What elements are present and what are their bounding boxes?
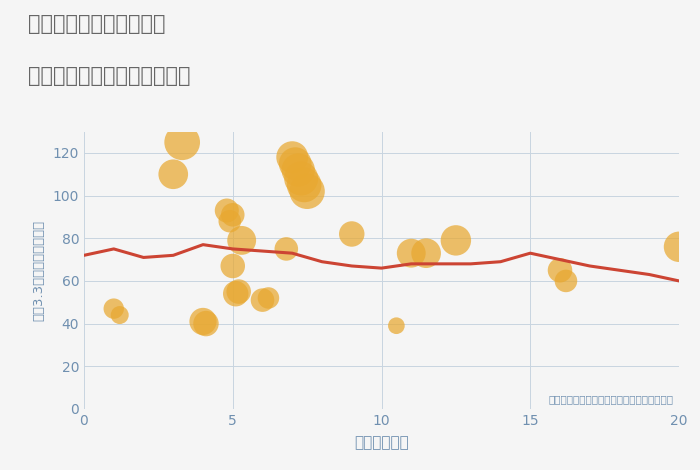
Point <box>168 171 179 178</box>
Point <box>227 211 238 219</box>
Point <box>421 250 432 257</box>
Point <box>406 250 417 257</box>
Y-axis label: 坪（3.3㎡）単価（万円）: 坪（3.3㎡）単価（万円） <box>33 219 46 321</box>
Point <box>227 262 238 270</box>
Text: 東京都福生市福生二宮の: 東京都福生市福生二宮の <box>28 14 165 34</box>
Point <box>302 188 313 195</box>
Point <box>346 230 357 238</box>
Point <box>224 218 235 225</box>
Point <box>200 320 211 327</box>
Point <box>295 175 307 182</box>
Point <box>554 266 566 274</box>
Point <box>108 305 119 313</box>
Point <box>293 166 304 174</box>
Point <box>230 290 241 298</box>
Point <box>391 322 402 329</box>
X-axis label: 駅距離（分）: 駅距離（分） <box>354 435 409 450</box>
Point <box>114 311 125 319</box>
Point <box>450 236 461 244</box>
Point <box>263 294 274 302</box>
Point <box>673 243 685 251</box>
Point <box>221 207 232 214</box>
Text: 駅距離別中古マンション価格: 駅距離別中古マンション価格 <box>28 66 190 86</box>
Point <box>197 318 209 325</box>
Point <box>287 153 298 161</box>
Text: 円の大きさは、取引のあった物件面積を示す: 円の大きさは、取引のあった物件面積を示す <box>548 395 673 405</box>
Point <box>298 181 309 188</box>
Point <box>561 277 572 285</box>
Point <box>281 245 292 253</box>
Point <box>290 160 301 167</box>
Point <box>176 139 188 146</box>
Point <box>233 288 244 295</box>
Point <box>236 236 247 244</box>
Point <box>257 297 268 304</box>
